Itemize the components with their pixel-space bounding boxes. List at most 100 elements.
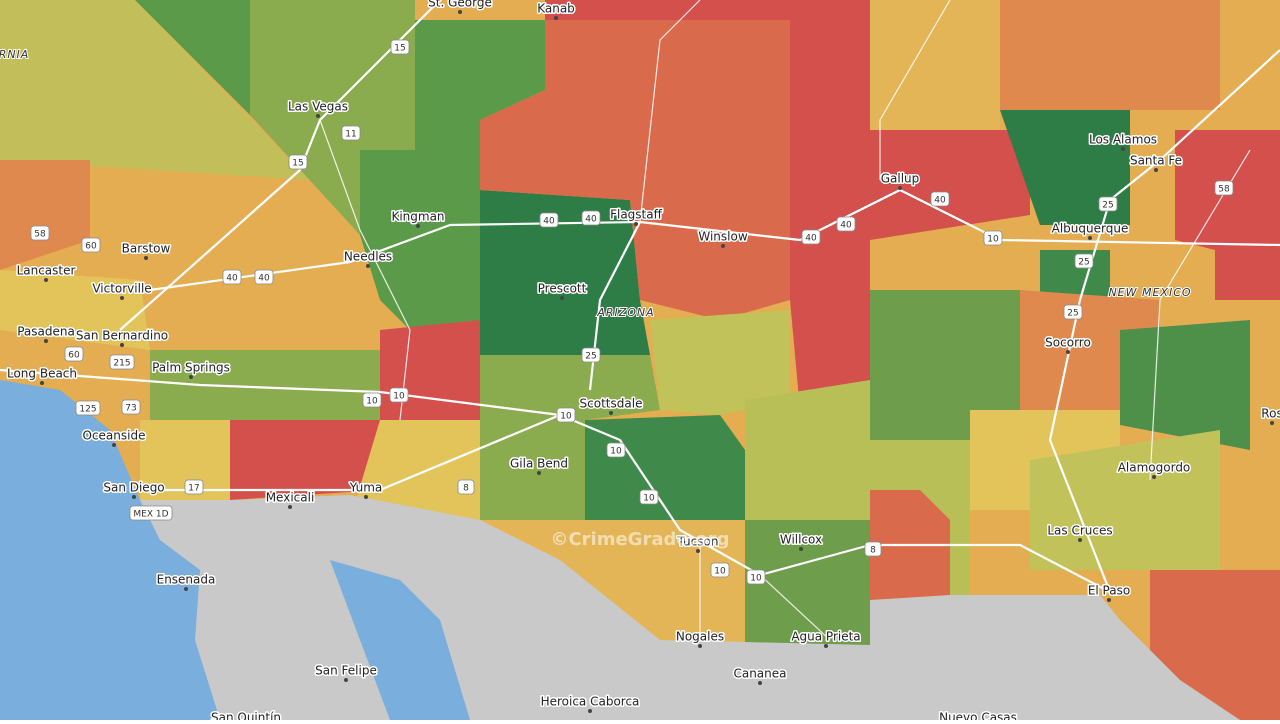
place-label: Palm Springs (152, 361, 230, 375)
highway-shield (109, 354, 135, 370)
city-dot (44, 339, 48, 343)
city-dot (1107, 598, 1111, 602)
highway-shield (801, 229, 821, 245)
place-label: Heroica Caborca (541, 695, 640, 709)
county (480, 190, 650, 355)
highway-number: 10 (366, 397, 378, 407)
place-label: Needles (344, 250, 392, 264)
city-dot (364, 495, 368, 499)
county (250, 0, 415, 235)
highway-number: 125 (79, 405, 96, 415)
highway-number: 10 (610, 447, 622, 457)
county (745, 520, 870, 645)
place-label: San Felipe (315, 664, 377, 678)
highway-number: 25 (1102, 201, 1113, 211)
highway-shield (75, 400, 101, 416)
highway-shield (746, 569, 766, 585)
highway-number: 25 (1078, 258, 1089, 268)
place-label: Las Cruces (1047, 524, 1112, 538)
city-dot (1152, 475, 1156, 479)
place-label: Kanab (537, 2, 575, 16)
county (480, 520, 745, 645)
city-dot (144, 256, 148, 260)
highway-number: 8 (870, 546, 876, 556)
county (1175, 130, 1280, 300)
highway-number: 10 (750, 574, 762, 584)
county (140, 420, 230, 500)
place-label: Prescott (538, 282, 587, 296)
highway-shield (556, 407, 576, 423)
highway-number: 73 (125, 404, 136, 414)
highway-shield (983, 230, 1003, 246)
place-label: San Bernardino (76, 329, 168, 343)
road (130, 413, 561, 492)
highway-shield (121, 399, 141, 415)
county (480, 355, 660, 520)
highway-number: 10 (560, 412, 572, 422)
city-dot (288, 505, 292, 509)
county (480, 20, 790, 320)
county (230, 420, 380, 500)
city-dot (588, 709, 592, 713)
city-dot (1121, 147, 1125, 151)
place-label: Alamogordo (1118, 461, 1191, 475)
city-dot (554, 16, 558, 20)
place-label: Cananea (733, 667, 786, 681)
city-dot (609, 411, 613, 415)
highway-shield (64, 346, 84, 362)
road (1149, 149, 1251, 481)
county (0, 270, 150, 350)
place-label: San Quintín (211, 711, 281, 721)
place-label: Yuma (349, 481, 383, 495)
region-label: ARIZONA (596, 306, 654, 319)
highway-number: 17 (188, 484, 199, 494)
city-dot (758, 681, 762, 685)
place-label: Gallup (881, 172, 920, 186)
highway-number: 11 (345, 130, 356, 140)
place-label: Flagstaff (610, 208, 663, 222)
place-label: Long Beach (7, 367, 77, 381)
county (545, 0, 790, 20)
highway-shield (184, 479, 204, 495)
highway-number: 40 (258, 274, 270, 284)
city-dot (120, 296, 124, 300)
road (149, 188, 1280, 292)
highway-shield (1063, 304, 1083, 320)
place-label: Willcox (780, 533, 822, 547)
highway-shield (389, 387, 409, 403)
place-label: Mexicali (266, 491, 315, 505)
highway-shield (710, 562, 730, 578)
county (1030, 430, 1220, 570)
highway-shield (254, 269, 274, 285)
highway-number: 10 (643, 494, 655, 504)
highway-number: 15 (394, 44, 405, 54)
road (879, 0, 951, 180)
place-label: San Diego (103, 481, 164, 495)
highway-number: MEX 1D (133, 510, 168, 520)
city-dot (1088, 236, 1092, 240)
road (639, 0, 701, 223)
highway-number: 60 (68, 351, 80, 361)
highway-number: 40 (805, 234, 817, 244)
highway-shield (864, 541, 882, 557)
highway-shield (606, 442, 626, 458)
city-dot (698, 644, 702, 648)
place-label: Victorville (92, 282, 151, 296)
city-dot (40, 381, 44, 385)
highway-shield (581, 347, 601, 363)
city-dot (1270, 421, 1274, 425)
highway-number: 58 (34, 230, 46, 240)
highway-number: 8 (463, 484, 469, 494)
place-label: Nogales (676, 630, 724, 644)
place-label: Nuevo Casas (939, 711, 1017, 721)
city-dot (537, 471, 541, 475)
road (319, 119, 411, 421)
highway-shield (539, 212, 559, 228)
city-dot (120, 343, 124, 347)
highway-shield (1214, 180, 1234, 196)
place-label: Los Alamos (1089, 133, 1157, 147)
highway-shield (457, 479, 475, 495)
city-dot (184, 587, 188, 591)
